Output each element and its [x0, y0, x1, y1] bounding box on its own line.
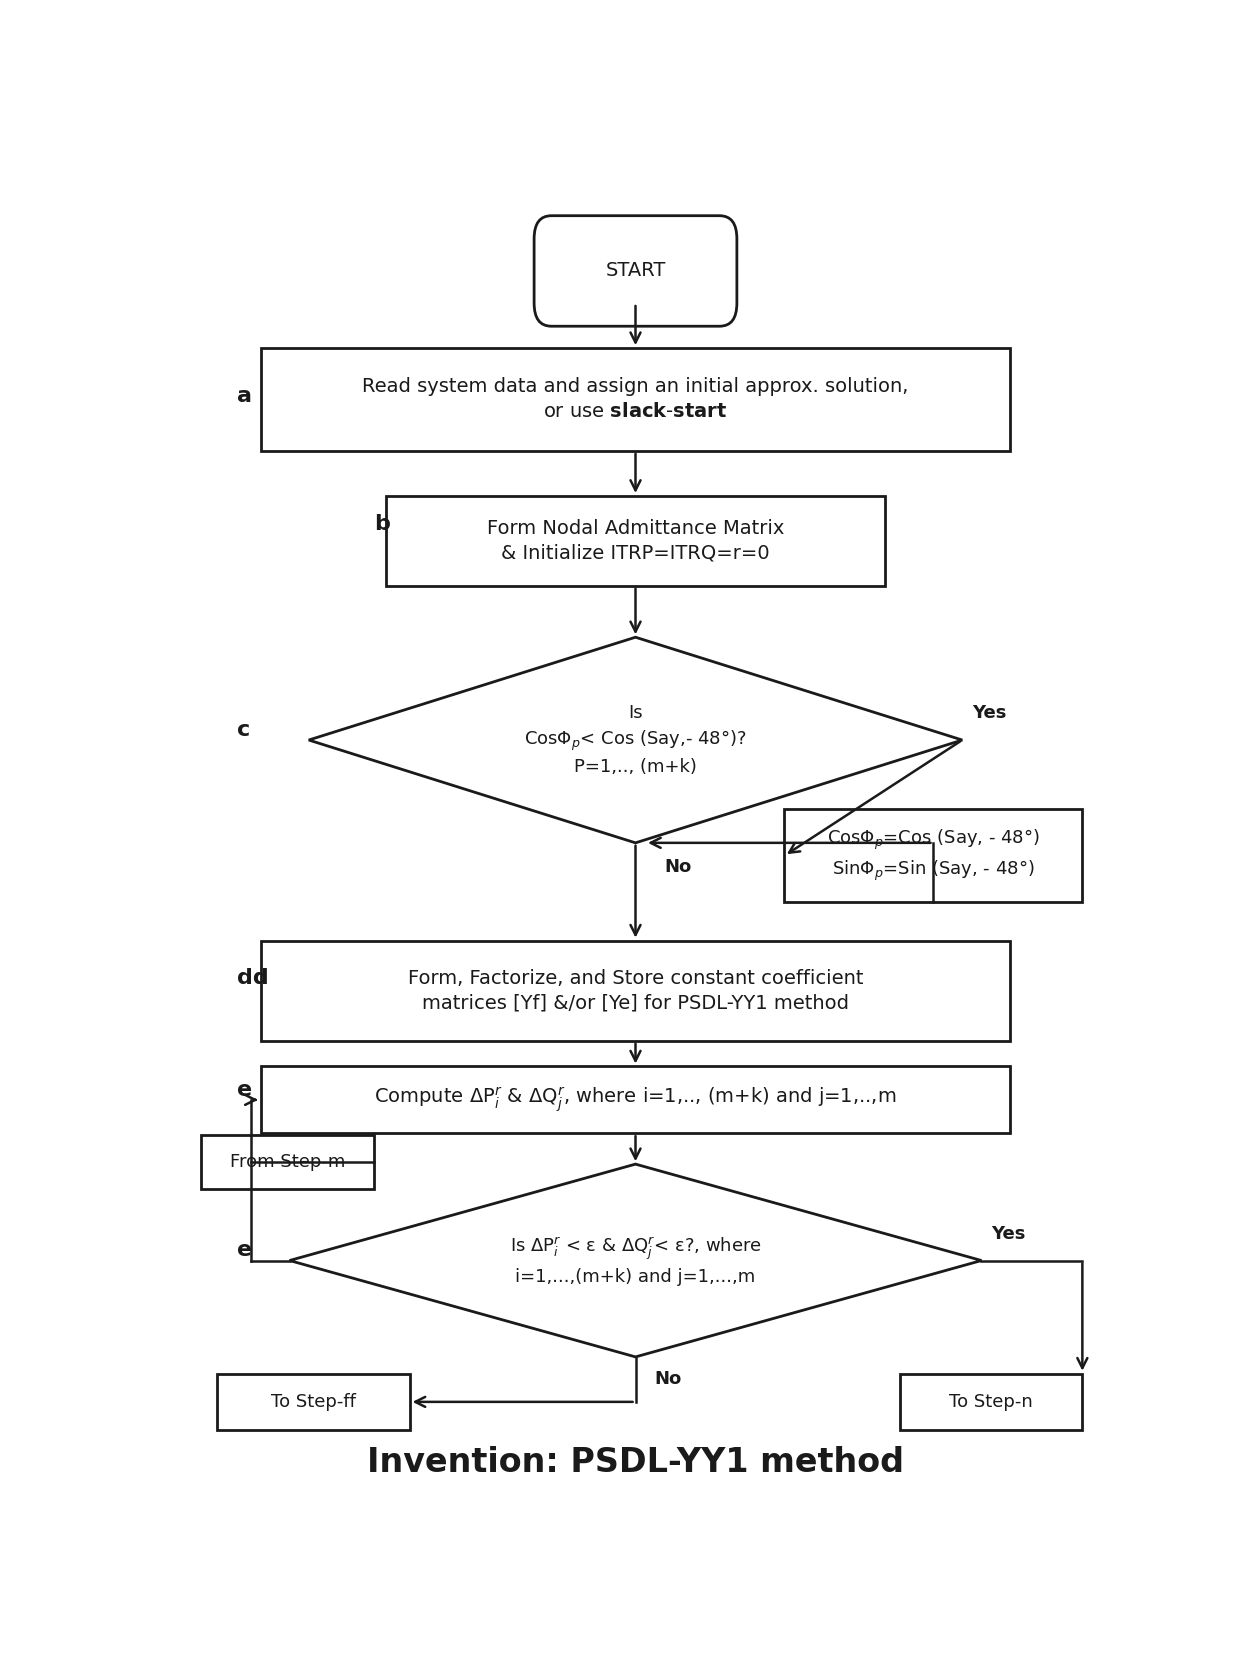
Text: No: No	[655, 1370, 682, 1387]
Polygon shape	[309, 638, 962, 843]
Text: Form Nodal Admittance Matrix
& Initialize ITRP=ITRQ=r=0: Form Nodal Admittance Matrix & Initializ…	[487, 519, 784, 562]
FancyBboxPatch shape	[534, 215, 737, 325]
Text: dd: dd	[237, 968, 268, 988]
Text: To Step-ff: To Step-ff	[272, 1394, 356, 1410]
Text: From Step-m: From Step-m	[229, 1153, 345, 1170]
Text: b: b	[374, 514, 391, 534]
Bar	[260, 1066, 1011, 1133]
Bar	[900, 1374, 1083, 1430]
Bar	[260, 941, 1011, 1041]
Text: c: c	[237, 719, 250, 739]
Text: a: a	[237, 386, 252, 406]
Bar	[217, 1374, 409, 1430]
Text: Yes: Yes	[972, 704, 1006, 723]
Bar	[201, 1135, 374, 1188]
Text: Is
CosΦ$_p$< Cos (Say,- 48°)?
P=1,.., (m+k): Is CosΦ$_p$< Cos (Say,- 48°)? P=1,.., (m…	[525, 704, 746, 776]
Text: Read system data and assign an initial approx. solution,
or use $\mathbf{slack\t: Read system data and assign an initial a…	[362, 377, 909, 422]
Text: Form, Factorize, and Store constant coefficient
matrices [Yf] &/or [Ye] for PSDL: Form, Factorize, and Store constant coef…	[408, 968, 863, 1013]
Text: Invention: PSDL-YY1 method: Invention: PSDL-YY1 method	[367, 1445, 904, 1479]
Text: e: e	[237, 1240, 252, 1260]
Text: Compute ΔP$_i^r$ & ΔQ$_j^r$, where i=1,.., (m+k) and j=1,..,m: Compute ΔP$_i^r$ & ΔQ$_j^r$, where i=1,.…	[374, 1085, 897, 1115]
Text: e: e	[237, 1080, 252, 1100]
Text: CosΦ$_p$=Cos (Say, - 48°)
SinΦ$_p$=Sin (Say, - 48°): CosΦ$_p$=Cos (Say, - 48°) SinΦ$_p$=Sin (…	[827, 828, 1040, 883]
Text: Yes: Yes	[991, 1225, 1025, 1242]
Bar	[386, 496, 885, 586]
Text: START: START	[605, 262, 666, 280]
Text: No: No	[665, 858, 692, 876]
Text: Is ΔP$_i^r$ < ε & ΔQ$_j^r$< ε?, where
i=1,...,(m+k) and j=1,...,m: Is ΔP$_i^r$ < ε & ΔQ$_j^r$< ε?, where i=…	[510, 1235, 761, 1285]
Polygon shape	[290, 1165, 982, 1357]
Bar	[785, 809, 1083, 901]
Text: To Step-n: To Step-n	[949, 1394, 1033, 1410]
Bar	[260, 349, 1011, 451]
